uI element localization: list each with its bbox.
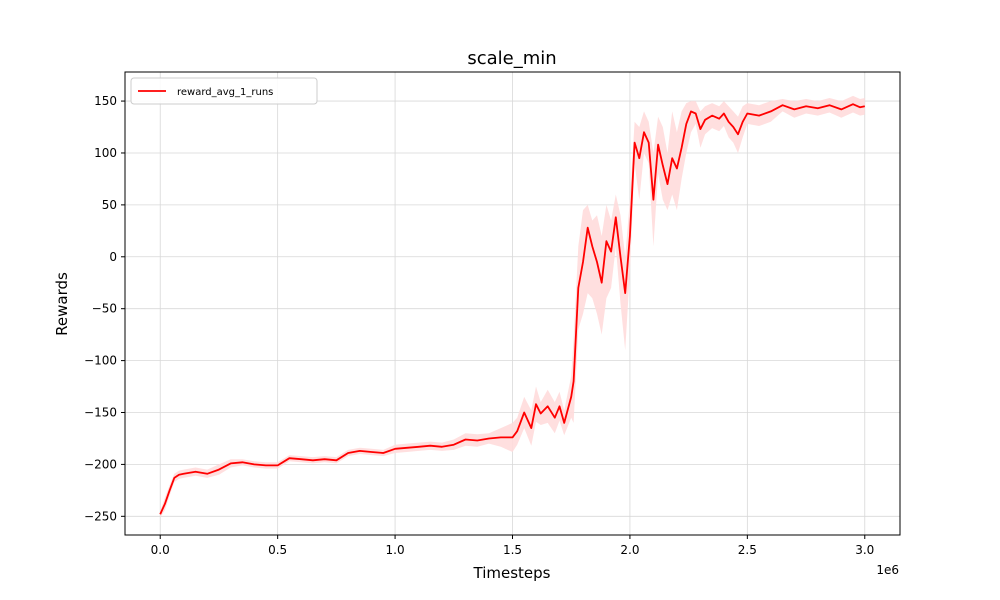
y-tick-label: −250 — [84, 509, 117, 523]
x-tick-label: 2.0 — [620, 543, 639, 557]
legend-box — [130, 77, 318, 105]
reward-line-layer — [159, 103, 865, 515]
y-tick-label: −50 — [92, 302, 117, 316]
x-tick-label: 1.5 — [503, 543, 522, 557]
y-tick-label: 100 — [94, 146, 117, 160]
y-axis-title: Rewards — [53, 272, 71, 336]
x-axis-title: Timesteps — [473, 564, 551, 582]
y-tick-label: −200 — [84, 457, 117, 471]
x-tick-label: 0.0 — [151, 543, 170, 557]
y-tick-label: −150 — [84, 406, 117, 420]
reward-band — [160, 95, 865, 518]
x-axis: 0.0 0.5 1.0 1.5 2.0 2.5 3.0 — [151, 535, 874, 557]
y-tick-label: 0 — [109, 250, 117, 264]
reward-band-area — [160, 95, 865, 518]
x-tick-label: 0.5 — [268, 543, 287, 557]
chart-title: scale_min — [467, 48, 556, 69]
x-offset-label: 1e6 — [876, 563, 899, 577]
y-tick-label: 150 — [94, 94, 117, 108]
x-tick-label: 3.0 — [855, 543, 874, 557]
legend: reward_avg_1_runs — [130, 77, 318, 105]
reward-line — [159, 103, 865, 515]
y-axis: −250 −200 −150 −100 −50 0 50 100 150 — [84, 94, 125, 523]
y-tick-label: 50 — [102, 198, 117, 212]
x-tick-label: 2.5 — [738, 543, 757, 557]
x-tick-label: 1.0 — [386, 543, 405, 557]
legend-label: reward_avg_1_runs — [177, 87, 273, 98]
y-tick-label: −100 — [84, 354, 117, 368]
